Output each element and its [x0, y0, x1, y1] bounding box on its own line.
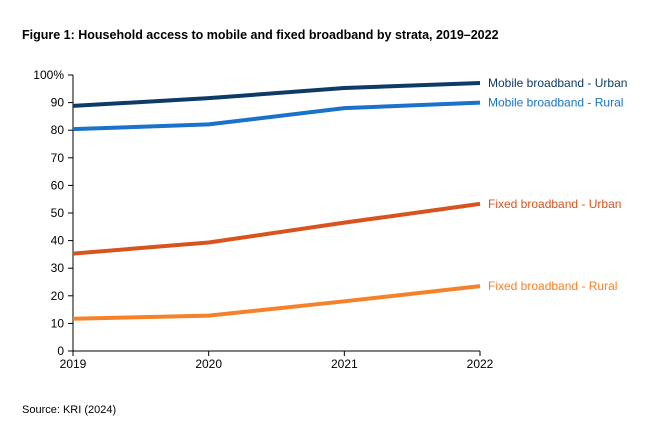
y-tick-label: 100% — [33, 68, 64, 82]
y-tick-label: 50 — [51, 206, 65, 220]
y-tick-label: 80 — [51, 123, 65, 137]
x-tick-label: 2020 — [195, 357, 222, 371]
series-label-mobile-broadband-urban: Mobile broadband - Urban — [488, 76, 627, 90]
x-tick-label: 2021 — [331, 357, 358, 371]
series-line-fixed-broadband-rural — [72, 284, 481, 321]
series-label-mobile-broadband-rural: Mobile broadband - Rural — [488, 96, 623, 110]
y-tick-label: 20 — [51, 289, 65, 303]
series-label-fixed-broadband-urban: Fixed broadband - Urban — [488, 197, 621, 211]
series-label-fixed-broadband-rural: Fixed broadband - Rural — [488, 279, 617, 293]
y-tick-label: 40 — [51, 234, 65, 248]
series-line-mobile-broadband-urban — [72, 81, 481, 108]
y-tick-label: 60 — [51, 178, 65, 192]
y-tick-label: 70 — [51, 151, 65, 165]
source-note: Source: KRI (2024) — [22, 404, 117, 416]
y-tick-label: 30 — [51, 261, 65, 275]
chart-title: Figure 1: Household access to mobile and… — [22, 28, 499, 42]
y-tick-label: 0 — [57, 344, 64, 358]
y-tick-label: 10 — [51, 316, 65, 330]
series-lines — [72, 81, 481, 321]
series-line-mobile-broadband-rural — [72, 100, 481, 132]
y-ticks: 0 10 20 30 40 50 60 70 80 90 100% — [33, 68, 73, 358]
series-line-fixed-broadband-urban — [72, 201, 481, 256]
series-labels: Mobile broadband - Urban Mobile broadband… — [488, 76, 627, 293]
y-tick-label: 90 — [51, 96, 65, 110]
x-tick-label: 2022 — [467, 357, 494, 371]
x-tick-label: 2019 — [60, 357, 87, 371]
x-ticks: 2019 2020 2021 2022 — [60, 351, 494, 371]
